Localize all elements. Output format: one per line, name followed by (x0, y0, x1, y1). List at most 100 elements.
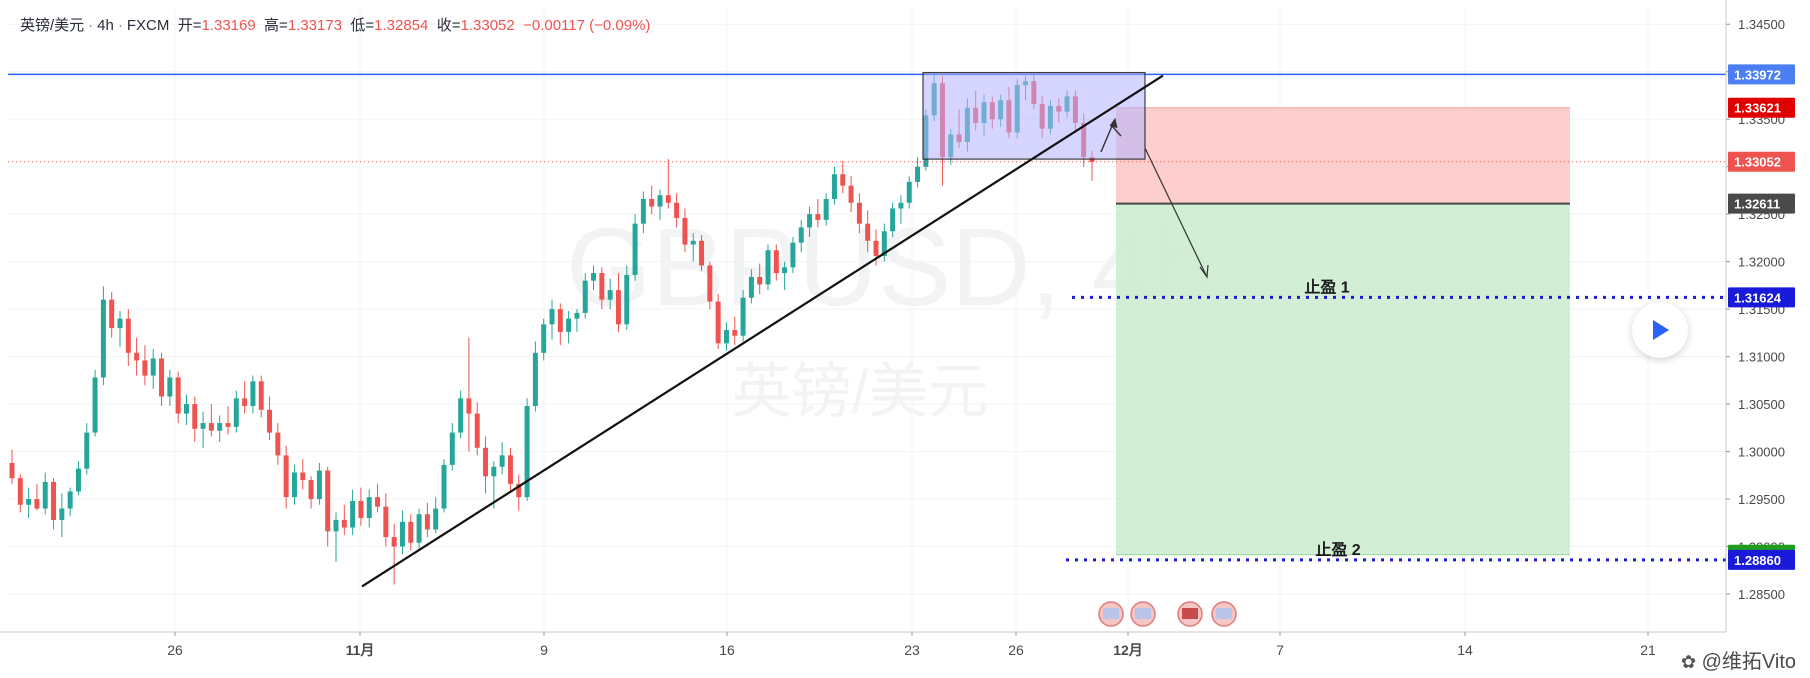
candle-body (516, 483, 522, 498)
range-box (922, 72, 1146, 160)
watermark-symbol: GBPUSD, 4h (566, 206, 1214, 329)
candle (366, 489, 372, 528)
candle (615, 273, 621, 332)
candle-body (715, 301, 721, 344)
price-axis[interactable]: 1.345001.340001.335001.330001.325001.320… (1725, 0, 1810, 632)
candle-body (798, 227, 804, 243)
candle (200, 411, 206, 448)
candle-body (458, 398, 464, 433)
candle (649, 185, 655, 215)
candle-body (740, 297, 746, 336)
candle-body (757, 276, 763, 285)
candle (532, 341, 538, 412)
candle-body (208, 423, 214, 431)
price-tick-label: 1.28500 (1738, 587, 1785, 602)
price-tick-label: 1.34500 (1738, 17, 1785, 32)
candle (142, 345, 148, 386)
candle-body (906, 181, 912, 203)
time-tick-label: 21 (1640, 642, 1656, 658)
candle (9, 449, 15, 484)
candle-body (657, 195, 663, 207)
candle (740, 290, 746, 342)
candle-body (607, 290, 613, 300)
candle (782, 261, 788, 291)
candle (906, 176, 912, 209)
candle (707, 261, 713, 310)
candle (765, 244, 771, 291)
candle (358, 487, 364, 526)
candle (915, 157, 921, 188)
candle-body (915, 166, 921, 182)
candle-body (275, 432, 281, 456)
candle-body (408, 521, 414, 543)
candle-body (723, 330, 729, 344)
close-label: 收= (436, 17, 461, 34)
event-flag-body (1216, 608, 1232, 619)
candle-body (375, 497, 381, 507)
candle (134, 337, 140, 376)
price-label-text: 1.33972 (1734, 67, 1781, 82)
credit-text: @维拓Vito (1701, 651, 1796, 673)
candle (283, 445, 289, 509)
candle (757, 263, 763, 294)
candle (399, 510, 405, 555)
candle-body (399, 521, 405, 547)
price-label-text: 1.33621 (1734, 101, 1781, 116)
candle-body (233, 398, 239, 427)
candle (640, 191, 646, 234)
candle (225, 405, 231, 435)
candle (75, 461, 81, 496)
candle-body (549, 309, 555, 325)
candle-body (507, 455, 513, 484)
symbol-name[interactable]: 英镑/美元 (20, 17, 85, 34)
high-label: 高= (264, 17, 288, 34)
candle-body (183, 404, 189, 414)
candle (42, 472, 48, 515)
candle (840, 160, 846, 194)
low-label: 低= (350, 17, 375, 34)
price-tick-label: 1.30000 (1738, 445, 1785, 460)
candle-body (856, 202, 862, 224)
candle (898, 195, 904, 224)
candle (748, 269, 754, 304)
candle-body (765, 250, 771, 285)
candle (17, 474, 23, 513)
candle (233, 390, 239, 433)
open-label: 开= (177, 17, 202, 34)
candle-body (807, 214, 813, 228)
projection-arrow (1144, 147, 1207, 276)
candle (466, 337, 472, 452)
candle-body (732, 330, 738, 336)
candle (657, 189, 663, 220)
candle-body (366, 497, 372, 519)
candle (732, 316, 738, 346)
candle-body (167, 377, 173, 397)
candle-body (258, 381, 264, 410)
candle-body (424, 514, 430, 530)
candle (92, 369, 98, 437)
candle-body (499, 455, 505, 467)
candle (408, 514, 414, 551)
watermark-name: 英镑/美元 (732, 358, 989, 425)
trend-line (361, 74, 1164, 588)
candle (524, 398, 530, 501)
candle-body (582, 280, 588, 313)
candle-body (308, 480, 314, 500)
candle-body (358, 500, 364, 519)
play-button[interactable] (1632, 302, 1688, 358)
time-tick-label: 12月 (1113, 642, 1143, 658)
candle-body (34, 499, 40, 509)
low-value: 1.32854 (374, 17, 429, 34)
data-source: FXCM (126, 17, 170, 34)
price-label-badge (1728, 549, 1795, 570)
time-axis[interactable]: 26 11月 9 16 23 26 12月 7 14 21 (0, 631, 1726, 658)
candle-body (125, 318, 131, 353)
price-label-badge (1728, 287, 1795, 308)
candle (308, 476, 314, 509)
candle (723, 322, 729, 351)
close-value: 1.33052 (460, 17, 515, 34)
candle (441, 459, 447, 513)
candle-body (51, 481, 57, 520)
candle-body (26, 499, 32, 505)
